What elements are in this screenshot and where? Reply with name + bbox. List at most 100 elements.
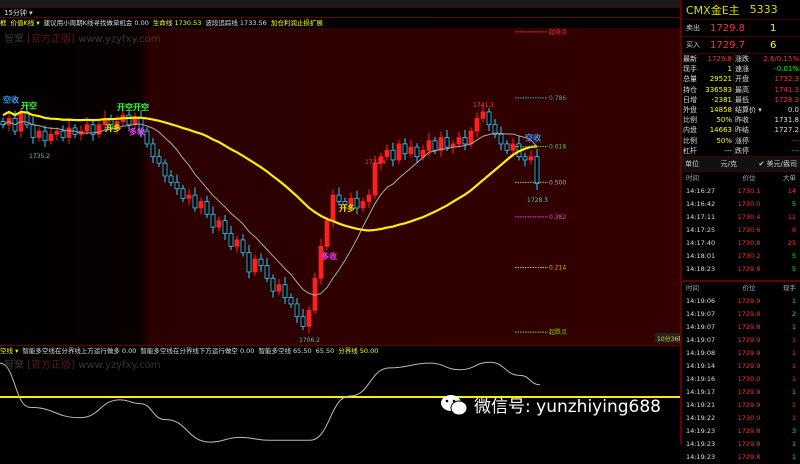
quote-stat: 昨结 1727.2 bbox=[734, 125, 800, 135]
candle-body bbox=[282, 284, 288, 298]
candle-body bbox=[318, 245, 324, 279]
stat-label: 开盘 bbox=[735, 75, 749, 84]
tick-volume: 1 bbox=[791, 400, 796, 409]
quote-panel: CMX金E主 5333 卖出 1729.8 1 买入 1729.7 6 最新 1729.8 涨… bbox=[680, 0, 800, 461]
tick-volume: 1 bbox=[791, 413, 796, 422]
tick-time: 14:16:27 bbox=[686, 186, 716, 195]
column-header: 时间 bbox=[686, 173, 699, 182]
legend-item: 波段追踪线 1733.56 bbox=[205, 19, 267, 27]
toolbar bbox=[0, 0, 680, 8]
tick-time: 14:19:23 bbox=[686, 452, 716, 461]
quote-stat: 涨跌 2.6/0.15% bbox=[734, 54, 800, 64]
tick-price: 1729.8 bbox=[737, 452, 761, 461]
signal-label: 开多 bbox=[105, 123, 121, 133]
sell-label: 卖出 bbox=[686, 24, 700, 32]
tick-price: 1729.9 bbox=[737, 400, 761, 409]
tick-volume: 11 bbox=[787, 212, 796, 221]
legend-item: 加仓利润止损扩展 bbox=[270, 19, 323, 27]
tick-time: 14:19:23 bbox=[686, 426, 716, 435]
stat-label: 结算价 ▾ bbox=[735, 105, 762, 114]
tick-price: 1730.8 bbox=[737, 238, 761, 247]
tick-row: 14:19:07 1729.9 1 bbox=[682, 334, 800, 347]
tick-price: 1729.8 bbox=[737, 264, 761, 273]
quote-stat: 最低 1728.3 bbox=[734, 95, 800, 105]
price-chart[interactable]: 起涨点 0.786 0.618 0.500 0.382 0.214 起跌点 1735.2 173… bbox=[0, 28, 684, 345]
tick-price: 1729.8 bbox=[737, 309, 761, 318]
buy-row: 买入 1729.7 6 bbox=[682, 37, 800, 54]
candle-body bbox=[288, 297, 294, 305]
stat-value: 336583 bbox=[705, 85, 732, 94]
candle-body bbox=[402, 143, 408, 154]
tick-price: 1729.8 bbox=[737, 439, 761, 448]
candle-body bbox=[390, 149, 396, 161]
quote-stat: 跌停 --- bbox=[734, 146, 800, 156]
stat-label: 跌停 bbox=[735, 146, 749, 155]
signal-label: 开空开空 bbox=[117, 102, 149, 112]
candle-body bbox=[480, 111, 486, 119]
period-select[interactable]: 15分钟 ▾ bbox=[4, 9, 33, 17]
quote-stat: 结算价 ▾ 0.0 bbox=[734, 105, 800, 115]
indicator-legend-item: 智能多空线在分界线下方运行做空 0.00 bbox=[140, 347, 255, 355]
candle-body bbox=[528, 156, 534, 161]
tick-volume: 5 bbox=[791, 199, 796, 208]
buy-label: 买入 bbox=[686, 41, 700, 49]
candle-body bbox=[510, 143, 516, 151]
indicator-legend-item[interactable]: 空线 ▾ bbox=[0, 347, 19, 355]
candle-body bbox=[534, 156, 540, 185]
stat-value: 14858 bbox=[709, 105, 732, 114]
candle-body bbox=[174, 181, 180, 190]
quote-stat: 速涨 -0.01% bbox=[734, 64, 800, 74]
signal-label: 开空 bbox=[21, 101, 37, 111]
signal-label: 多收 bbox=[321, 251, 337, 261]
quote-stat: 杠杆 --- bbox=[682, 145, 734, 156]
stat-label: 内盘 bbox=[683, 126, 697, 135]
stat-value: 2.6/0.15% bbox=[763, 55, 799, 63]
price-label: 1728.3 bbox=[527, 197, 548, 204]
tick-row: 14:16:42 1730.0 5 bbox=[682, 198, 800, 211]
tick-time: 14:17:40 bbox=[686, 238, 716, 247]
tick-time: 14:19:14 bbox=[686, 361, 716, 370]
signal-label: 开多 bbox=[339, 203, 355, 213]
candle-body bbox=[378, 156, 384, 164]
candle-body bbox=[438, 137, 444, 151]
fib-level-label: 0.382 bbox=[549, 214, 566, 221]
countdown-box bbox=[655, 333, 680, 343]
quote-stat: 比例 50% bbox=[682, 135, 734, 146]
stat-value: -2381 bbox=[711, 95, 732, 104]
tick-row: 14:16:27 1730.1 14 bbox=[682, 185, 800, 198]
candle-body bbox=[66, 127, 72, 138]
column-header: 大单 bbox=[783, 173, 796, 182]
quote-stat: 最新 1729.8 bbox=[682, 54, 734, 65]
quote-stat: 开盘 1732.3 bbox=[734, 74, 800, 84]
tick-price: 1730.0 bbox=[737, 374, 761, 383]
legend-item[interactable]: 价值K线 ▾ bbox=[10, 19, 40, 27]
stat-value: 1727.2 bbox=[774, 126, 800, 135]
tick-volume: 1 bbox=[791, 452, 796, 461]
candlestick-chart: 起涨点 0.786 0.618 0.500 0.382 0.214 起跌点 1735.2 173… bbox=[0, 28, 684, 344]
period-bar: 15分钟 ▾ bbox=[0, 8, 680, 18]
fib-level-label: 0.786 bbox=[549, 95, 566, 102]
unit-option-gram[interactable]: 元/克 bbox=[720, 159, 737, 168]
signal-label: 多收 bbox=[129, 126, 145, 136]
stat-label: 涨跌 bbox=[735, 55, 749, 63]
oscillator-line bbox=[0, 361, 541, 443]
stat-value: 1728.3 bbox=[774, 95, 800, 104]
stat-value: --- bbox=[791, 136, 799, 145]
tick-volume: 2 bbox=[791, 309, 796, 318]
unit-option-ounce[interactable]: ✔ 美元/盎司 bbox=[758, 159, 797, 168]
candle-body bbox=[228, 233, 234, 247]
quote-stat: 现手 1 bbox=[682, 64, 734, 75]
ma-line-yellow bbox=[2, 110, 538, 232]
indicator-legend: 空线 ▾ 智能多空线在分界线上方运行做多 0.00 智能多空线在分界线下方运行做空 … bbox=[0, 345, 680, 355]
tick-price: 1729.9 bbox=[737, 348, 761, 357]
tick-price: 1729.9 bbox=[737, 387, 761, 396]
stat-value: 14663 bbox=[709, 126, 732, 135]
candle-body bbox=[156, 156, 162, 164]
tick-price: 1730.0 bbox=[737, 199, 761, 208]
candle-body bbox=[30, 124, 36, 138]
stat-label: 最高 bbox=[735, 85, 749, 94]
tick-row: 14:19:23 1729.8 1 bbox=[682, 451, 800, 464]
tick-volume: 1 bbox=[791, 335, 796, 344]
candle-body bbox=[144, 130, 150, 145]
legend-item[interactable]: 框 bbox=[0, 19, 7, 27]
